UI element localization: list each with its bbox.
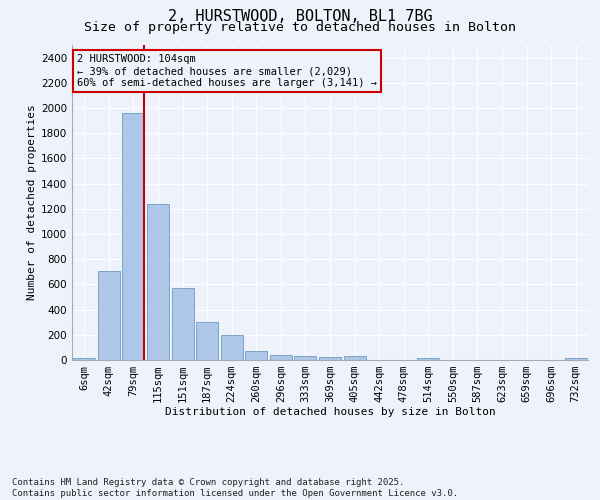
- Y-axis label: Number of detached properties: Number of detached properties: [27, 104, 37, 300]
- Bar: [221, 335, 243, 360]
- Text: Contains HM Land Registry data © Crown copyright and database right 2025.
Contai: Contains HM Land Registry data © Crown c…: [12, 478, 458, 498]
- Bar: [565, 358, 587, 360]
- Text: 2 HURSTWOOD: 104sqm
← 39% of detached houses are smaller (2,029)
60% of semi-det: 2 HURSTWOOD: 104sqm ← 39% of detached ho…: [77, 54, 377, 88]
- Bar: [319, 358, 341, 360]
- Bar: [172, 288, 194, 360]
- Text: Size of property relative to detached houses in Bolton: Size of property relative to detached ho…: [84, 21, 516, 34]
- Text: 2, HURSTWOOD, BOLTON, BL1 7BG: 2, HURSTWOOD, BOLTON, BL1 7BG: [167, 9, 433, 24]
- Bar: [245, 350, 268, 360]
- Bar: [196, 322, 218, 360]
- Bar: [295, 356, 316, 360]
- Bar: [122, 113, 145, 360]
- Bar: [73, 358, 95, 360]
- Bar: [270, 355, 292, 360]
- Bar: [417, 358, 439, 360]
- Bar: [147, 204, 169, 360]
- Bar: [98, 270, 120, 360]
- X-axis label: Distribution of detached houses by size in Bolton: Distribution of detached houses by size …: [164, 406, 496, 416]
- Bar: [344, 356, 365, 360]
